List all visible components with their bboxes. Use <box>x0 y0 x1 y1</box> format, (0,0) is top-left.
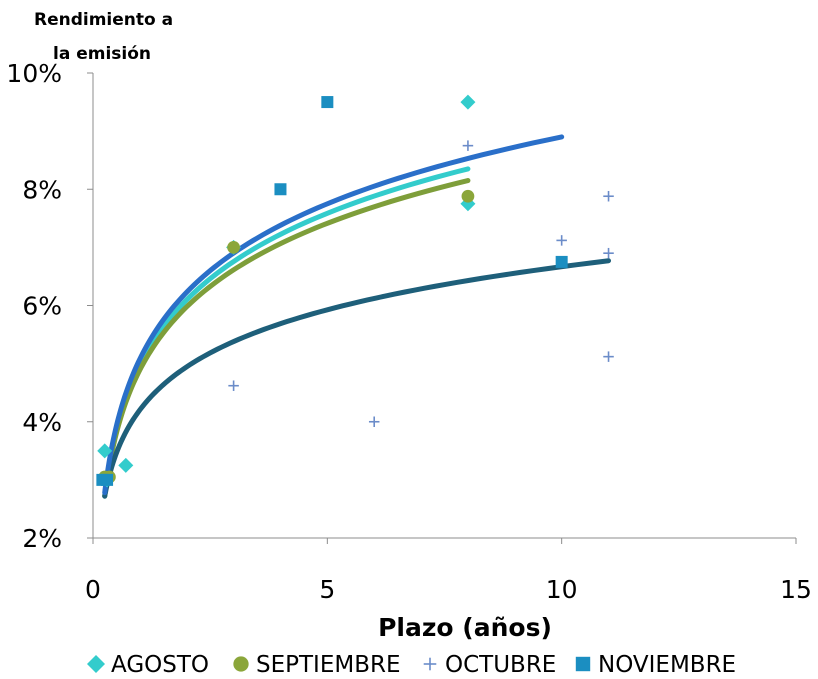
y-tick-label: 6% <box>22 292 62 321</box>
trendline-noviembre <box>102 134 565 496</box>
point-noviembre <box>321 96 334 109</box>
point-agosto <box>97 443 113 459</box>
point-noviembre <box>274 183 287 196</box>
data-markers <box>96 94 614 488</box>
legend: AGOSTO SEPTIEMBRE OCTUBRE NOVIEMBRE <box>87 652 736 678</box>
point-octubre <box>603 351 614 362</box>
point-octubre <box>603 190 614 202</box>
legend-item-octubre: OCTUBRE <box>423 652 556 678</box>
point-octubre <box>368 416 380 427</box>
legend-marker-noviembre <box>575 656 591 672</box>
legend-marker-octubre <box>423 657 437 671</box>
legend-marker-septiembre <box>233 656 249 672</box>
x-axis-title: Plazo (años) <box>378 613 552 642</box>
legend-marker-agosto <box>87 655 105 673</box>
legend-item-septiembre: SEPTIEMBRE <box>233 652 401 678</box>
axes <box>87 72 797 544</box>
y-axis-title-line-1: Rendimiento a <box>34 10 173 30</box>
legend-label-septiembre: SEPTIEMBRE <box>256 652 401 675</box>
trendlines <box>102 134 612 499</box>
point-octubre <box>603 247 614 259</box>
trendline-agosto <box>102 166 471 499</box>
legend-label-agosto: AGOSTO <box>111 652 209 675</box>
legend-label-octubre: OCTUBRE <box>445 652 556 675</box>
point-octubre <box>228 380 239 391</box>
x-tick-label: 10 <box>546 575 578 604</box>
point-agosto <box>118 457 134 473</box>
point-noviembre <box>555 255 568 268</box>
y-tick-label: 4% <box>22 408 62 437</box>
y-tick-label: 8% <box>22 175 62 204</box>
legend-label-noviembre: NOVIEMBRE <box>598 652 736 675</box>
trendline-septiembre <box>102 178 471 499</box>
y-tick-label: 2% <box>22 524 62 553</box>
point-septiembre <box>461 189 475 203</box>
point-septiembre <box>227 241 240 254</box>
point-noviembre <box>101 473 114 486</box>
point-octubre <box>462 140 474 151</box>
legend-item-noviembre: NOVIEMBRE <box>575 652 736 678</box>
x-tick-label: 5 <box>319 575 335 604</box>
y-axis-title-line-2: la emisión <box>53 44 151 64</box>
trendline-octubre <box>102 258 612 499</box>
y-tick-label: 10% <box>6 59 62 88</box>
point-agosto <box>460 94 476 110</box>
x-tick-labels: 0 5 10 15 <box>85 575 812 604</box>
x-tick-label: 0 <box>85 575 101 604</box>
y-tick-labels: 2% 4% 6% 8% 10% <box>6 59 62 553</box>
legend-item-agosto: AGOSTO <box>87 652 209 678</box>
point-octubre <box>556 235 567 246</box>
x-tick-label: 15 <box>780 575 812 604</box>
